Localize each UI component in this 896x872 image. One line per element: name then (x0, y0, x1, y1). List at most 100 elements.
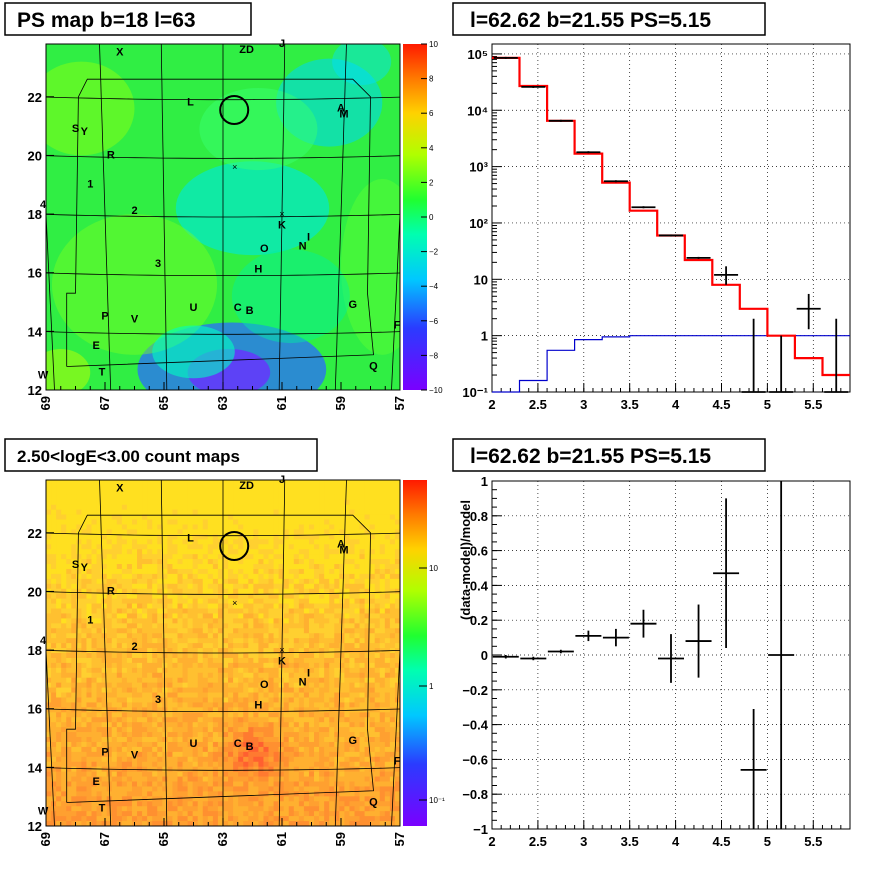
count-map-pixel (116, 519, 123, 525)
count-map-pixel (172, 603, 178, 609)
y-tick-label: 20 (28, 148, 42, 163)
count-map-pixel (258, 593, 264, 599)
count-map-pixel (46, 791, 52, 797)
count-map-pixel (344, 692, 350, 698)
count-map-pixel (157, 534, 163, 540)
count-map-pixel (278, 662, 284, 669)
count-map-pixel (344, 682, 350, 688)
count-map-pixel (354, 514, 360, 520)
count-map-pixel (303, 504, 310, 510)
count-map-pixel (359, 623, 365, 629)
grid-meridian-line (99, 44, 112, 390)
count-map-pixel (116, 544, 123, 550)
count-map-pixel (116, 638, 123, 644)
count-map-pixel (86, 771, 92, 777)
count-map-pixel (374, 677, 381, 683)
count-map-pixel (81, 628, 87, 634)
count-map-pixel (61, 643, 67, 649)
count-map-pixel (228, 593, 234, 599)
count-map-pixel (273, 524, 279, 530)
count-map-pixel (238, 737, 244, 743)
grid-meridian-line (46, 205, 55, 390)
source-label: 1 (87, 179, 93, 191)
count-map-pixel (51, 613, 57, 619)
count-map-pixel (217, 509, 224, 515)
count-map-pixel (243, 568, 249, 575)
count-map-pixel (263, 583, 269, 590)
count-map-pixel (96, 722, 102, 728)
count-map-pixel (389, 549, 396, 555)
count-map-pixel (137, 776, 143, 782)
count-map-pixel (258, 539, 264, 545)
count-map-pixel (319, 588, 325, 594)
count-map-pixel (56, 657, 62, 664)
count-map-pixel (288, 524, 295, 530)
count-map-pixel (268, 687, 274, 693)
count-map-pixel (339, 697, 345, 703)
count-map-pixel (384, 554, 391, 560)
count-map-pixel (197, 771, 204, 777)
count-map-pixel (329, 583, 335, 590)
count-map-pixel (61, 608, 67, 614)
count-map-pixel (86, 672, 92, 679)
count-map-pixel (207, 741, 214, 748)
count-map-pixel (314, 702, 320, 708)
count-map-pixel (273, 583, 279, 590)
count-map-pixel (202, 776, 209, 782)
count-map-pixel (253, 667, 259, 674)
ps-map-blob (152, 325, 235, 379)
count-map-pixel (121, 687, 128, 693)
count-map-pixel (187, 608, 193, 614)
count-map-pixel (86, 801, 92, 807)
count-map-pixel (76, 559, 82, 565)
count-map-pixel (268, 806, 274, 812)
count-map-pixel (314, 613, 320, 619)
count-map-pixel (303, 608, 310, 614)
count-map-pixel (152, 484, 158, 491)
count-map-pixel (298, 707, 305, 713)
count-map-pixel (217, 554, 224, 560)
count-map-pixel (243, 524, 249, 530)
count-map-pixel (253, 583, 259, 590)
count-map-pixel (223, 514, 229, 520)
count-map-pixel (308, 712, 315, 718)
count-map-pixel (303, 588, 310, 594)
count-map-pixel (126, 623, 133, 629)
count-map-pixel (116, 568, 123, 575)
count-map-pixel (147, 746, 153, 753)
count-map-pixel (131, 494, 138, 501)
count-map-pixel (283, 672, 290, 679)
count-map-pixel (283, 756, 290, 763)
count-map-pixel (71, 801, 77, 807)
count-map-pixel (182, 564, 188, 570)
count-map-pixel (354, 771, 360, 777)
count-map-pixel (379, 539, 386, 545)
count-map-pixel (121, 653, 128, 659)
count-map-pixel (51, 539, 57, 545)
count-map-pixel (187, 677, 193, 683)
count-map-pixel (339, 603, 345, 609)
count-map-pixel (51, 746, 57, 753)
count-map-pixel (334, 638, 340, 644)
count-map-pixel (298, 539, 305, 545)
count-map-pixel (324, 677, 330, 683)
ps-map-frame (45, 43, 401, 391)
count-map-pixel (384, 633, 391, 639)
count-map-pixel (56, 717, 62, 723)
count-map-pixel (339, 643, 345, 649)
count-map-pixel (258, 796, 264, 802)
count-map-pixel (349, 746, 355, 753)
count-map-pixel (147, 618, 153, 624)
count-map-pixel (192, 707, 199, 713)
count-map-pixel (253, 529, 259, 535)
count-map-pixel (56, 643, 62, 649)
count-map-pixel (46, 593, 52, 599)
count-map-pixel (121, 494, 128, 501)
count-map-pixel (303, 509, 310, 515)
count-map-pixel (116, 529, 123, 535)
count-map-pixel (202, 613, 209, 619)
count-map-pixel (152, 544, 158, 550)
count-map-pixel (354, 682, 360, 688)
count-map-pixel (359, 534, 365, 540)
count-map-pixel (359, 667, 365, 674)
